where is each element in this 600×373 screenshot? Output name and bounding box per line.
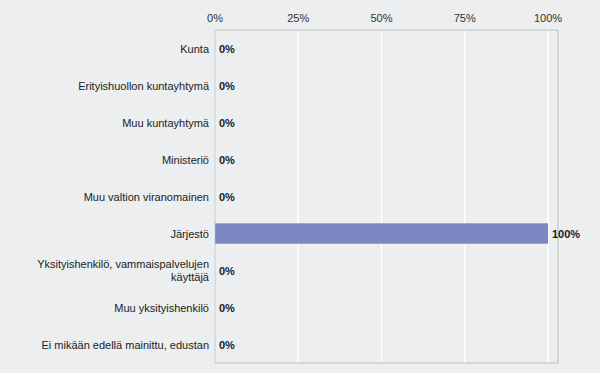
category-label: Erityishuollon kuntayhtymä xyxy=(78,80,210,92)
category-label-line: Yksityishenkilö, vammaispalvelujen xyxy=(37,258,209,270)
category-label-line: Kunta xyxy=(180,43,210,55)
category-label-line: Ei mikään edellä mainittu, edustan xyxy=(41,339,209,351)
category-label-line: Muu valtion viranomainen xyxy=(84,191,209,203)
category-label: Muu kuntayhtymä xyxy=(122,117,210,129)
data-label: 0% xyxy=(219,154,235,166)
category-label: Muu valtion viranomainen xyxy=(84,191,209,203)
bars xyxy=(215,223,548,243)
tick-label: 0% xyxy=(207,12,223,24)
category-label-line: käyttäjä xyxy=(171,271,210,283)
data-label: 0% xyxy=(219,339,235,351)
chart-container: 0% 25% 50% 75% 100% Kunta Erityishuollon kunta… xyxy=(0,0,600,373)
category-label-line: Erityishuollon kuntayhtymä xyxy=(78,80,210,92)
tick-label: 75% xyxy=(454,12,476,24)
category-label: Järjestö xyxy=(170,228,209,240)
tick-label: 100% xyxy=(534,12,562,24)
data-label: 0% xyxy=(219,43,235,55)
data-label: 100% xyxy=(552,228,580,240)
tick-label: 25% xyxy=(287,12,309,24)
category-label: Ministeriö xyxy=(162,154,209,166)
grid-line xyxy=(464,30,466,363)
data-label: 0% xyxy=(219,265,235,277)
category-label-line: Muu yksityishenkilö xyxy=(114,302,209,314)
data-label: 0% xyxy=(219,191,235,203)
plot-area xyxy=(215,30,558,363)
x-ticks: 0% 25% 50% 75% 100% xyxy=(207,12,562,24)
y-labels: Kunta Erityishuollon kuntayhtymä Muu kunta… xyxy=(37,43,210,351)
grid-line xyxy=(298,30,300,363)
category-label: Kunta xyxy=(180,43,210,55)
bar xyxy=(215,223,548,243)
category-label-line: Järjestö xyxy=(170,228,209,240)
tick-label: 50% xyxy=(370,12,392,24)
data-label: 0% xyxy=(219,117,235,129)
data-label: 0% xyxy=(219,80,235,92)
grid-line xyxy=(381,30,383,363)
chart: 0% 25% 50% 75% 100% Kunta Erityishuollon kunta… xyxy=(0,0,600,373)
category-label-line: Muu kuntayhtymä xyxy=(122,117,210,129)
category-label: Yksityishenkilö, vammaispalvelujenkäyttä… xyxy=(37,258,210,283)
grid xyxy=(215,30,548,363)
data-label: 0% xyxy=(219,302,235,314)
category-label: Ei mikään edellä mainittu, edustan xyxy=(41,339,209,351)
category-label: Muu yksityishenkilö xyxy=(114,302,209,314)
category-label-line: Ministeriö xyxy=(162,154,209,166)
data-labels: 0% 0% 0% 0% 0% 100% 0% 0% 0% xyxy=(219,43,580,351)
grid-line xyxy=(547,30,549,363)
frame xyxy=(215,30,558,363)
